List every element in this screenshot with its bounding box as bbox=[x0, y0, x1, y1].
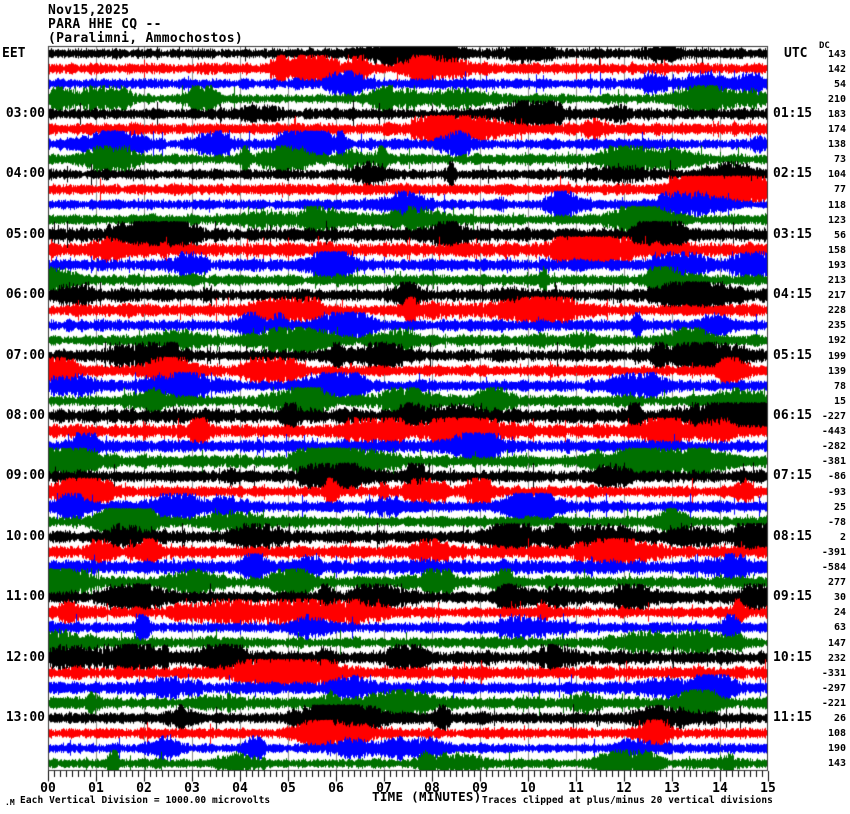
dc-value: 210 bbox=[827, 93, 846, 105]
utc-hour-label: 09:15 bbox=[773, 589, 813, 605]
title-date: Nov15,2025 bbox=[48, 3, 130, 18]
dc-value: 30 bbox=[833, 592, 846, 604]
utc-hour-label: 05:15 bbox=[773, 347, 813, 363]
dc-value: 2 bbox=[839, 531, 846, 543]
dc-value: 25 bbox=[833, 501, 846, 513]
dc-value: 26 bbox=[833, 713, 846, 725]
dc-value: 183 bbox=[827, 108, 846, 120]
x-tick-label: 06 bbox=[328, 781, 344, 796]
x-tick-label: 05 bbox=[280, 781, 296, 796]
dc-value: 63 bbox=[833, 622, 846, 634]
dc-value: -86 bbox=[827, 471, 846, 483]
x-tick-label: 02 bbox=[136, 781, 152, 796]
dc-value: -381 bbox=[821, 456, 846, 468]
dc-value: 15 bbox=[833, 395, 846, 407]
eet-hour-label: 13:00 bbox=[5, 710, 45, 726]
dc-value: 217 bbox=[827, 290, 846, 302]
eet-hour-label: 03:00 bbox=[5, 105, 45, 121]
dc-value: 138 bbox=[827, 139, 846, 151]
utc-hour-label: 04:15 bbox=[773, 287, 813, 303]
dc-value: 193 bbox=[827, 259, 846, 271]
dc-value: 54 bbox=[833, 78, 846, 90]
utc-hour-label: 08:15 bbox=[773, 528, 813, 544]
dc-column-header: DC bbox=[819, 41, 830, 51]
dc-value: 142 bbox=[827, 63, 846, 75]
utc-hour-label: 06:15 bbox=[773, 408, 813, 424]
watermark-mark: .M bbox=[5, 798, 15, 807]
dc-value: 190 bbox=[827, 743, 846, 755]
x-tick-label: 14 bbox=[712, 781, 728, 796]
dc-value: 78 bbox=[833, 380, 846, 392]
eet-hour-label: 07:00 bbox=[5, 347, 45, 363]
dc-value: -227 bbox=[821, 411, 846, 423]
title-station: PARA HHE CQ -- bbox=[48, 17, 162, 32]
dc-value: 158 bbox=[827, 244, 846, 256]
dc-value: -297 bbox=[821, 682, 846, 694]
eet-hour-label: 10:00 bbox=[5, 528, 45, 544]
x-tick-label: 10 bbox=[520, 781, 536, 796]
eet-hour-label: 11:00 bbox=[5, 589, 45, 605]
dc-value: -584 bbox=[821, 562, 846, 574]
dc-value: 73 bbox=[833, 154, 846, 166]
dc-value: 213 bbox=[827, 275, 846, 287]
dc-value: 143 bbox=[827, 758, 846, 770]
dc-value: 235 bbox=[827, 320, 846, 332]
x-tick-label: 13 bbox=[664, 781, 680, 796]
right-timezone-label: UTC bbox=[784, 46, 808, 61]
dc-value: -331 bbox=[821, 667, 846, 679]
utc-hour-label: 03:15 bbox=[773, 226, 813, 242]
x-tick-label: 08 bbox=[424, 781, 440, 796]
x-tick-label: 01 bbox=[88, 781, 104, 796]
x-tick-label: 15 bbox=[760, 781, 776, 796]
eet-hour-label: 12:00 bbox=[5, 649, 45, 665]
dc-value: 228 bbox=[827, 305, 846, 317]
eet-hour-label: 08:00 bbox=[5, 408, 45, 424]
dc-value: -443 bbox=[821, 426, 846, 438]
left-timezone-label: EET bbox=[2, 46, 26, 61]
dc-value: 108 bbox=[827, 728, 846, 740]
utc-hour-label: 07:15 bbox=[773, 468, 813, 484]
dc-value: 174 bbox=[827, 124, 846, 136]
dc-value: -282 bbox=[821, 441, 846, 453]
dc-value: 104 bbox=[827, 169, 846, 181]
x-axis-title: TIME (MINUTES) bbox=[372, 789, 482, 804]
dc-value: 147 bbox=[827, 637, 846, 649]
dc-value: 77 bbox=[833, 184, 846, 196]
dc-value: 56 bbox=[833, 229, 846, 241]
dc-value: 118 bbox=[827, 199, 846, 211]
x-tick-label: 11 bbox=[568, 781, 584, 796]
utc-hour-label: 02:15 bbox=[773, 166, 813, 182]
x-tick-label: 03 bbox=[184, 781, 200, 796]
dc-value: 192 bbox=[827, 335, 846, 347]
title-location: (Paralimni, Ammochostos) bbox=[48, 31, 244, 46]
dc-value: -221 bbox=[821, 698, 846, 709]
x-tick-label: 09 bbox=[472, 781, 488, 796]
dc-value: 143 bbox=[827, 48, 846, 60]
dc-value: -78 bbox=[827, 516, 846, 528]
x-tick-label: 00 bbox=[40, 781, 56, 796]
x-tick-label: 04 bbox=[232, 781, 248, 796]
clipping-note: Traces clipped at plus/minus 20 vertical… bbox=[482, 795, 773, 806]
dc-value: 24 bbox=[833, 607, 846, 619]
dc-value: -391 bbox=[821, 546, 846, 558]
eet-hour-label: 05:00 bbox=[5, 226, 45, 242]
utc-hour-label: 10:15 bbox=[773, 649, 813, 665]
dc-value: 199 bbox=[827, 350, 846, 362]
dc-value: 139 bbox=[827, 365, 846, 377]
x-tick-label: 07 bbox=[376, 781, 392, 796]
eet-hour-label: 09:00 bbox=[5, 468, 45, 484]
dc-value: -93 bbox=[827, 486, 846, 498]
eet-hour-label: 04:00 bbox=[5, 166, 45, 182]
dc-value: 232 bbox=[827, 652, 846, 664]
vertical-scale-note: Each Vertical Division = 1000.00 microvo… bbox=[20, 795, 271, 806]
dc-value: 277 bbox=[827, 577, 846, 589]
utc-hour-label: 11:15 bbox=[773, 710, 813, 726]
eet-hour-label: 06:00 bbox=[5, 287, 45, 303]
utc-hour-label: 01:15 bbox=[773, 105, 813, 121]
x-tick-label: 12 bbox=[616, 781, 632, 796]
dc-value: 123 bbox=[827, 214, 846, 226]
